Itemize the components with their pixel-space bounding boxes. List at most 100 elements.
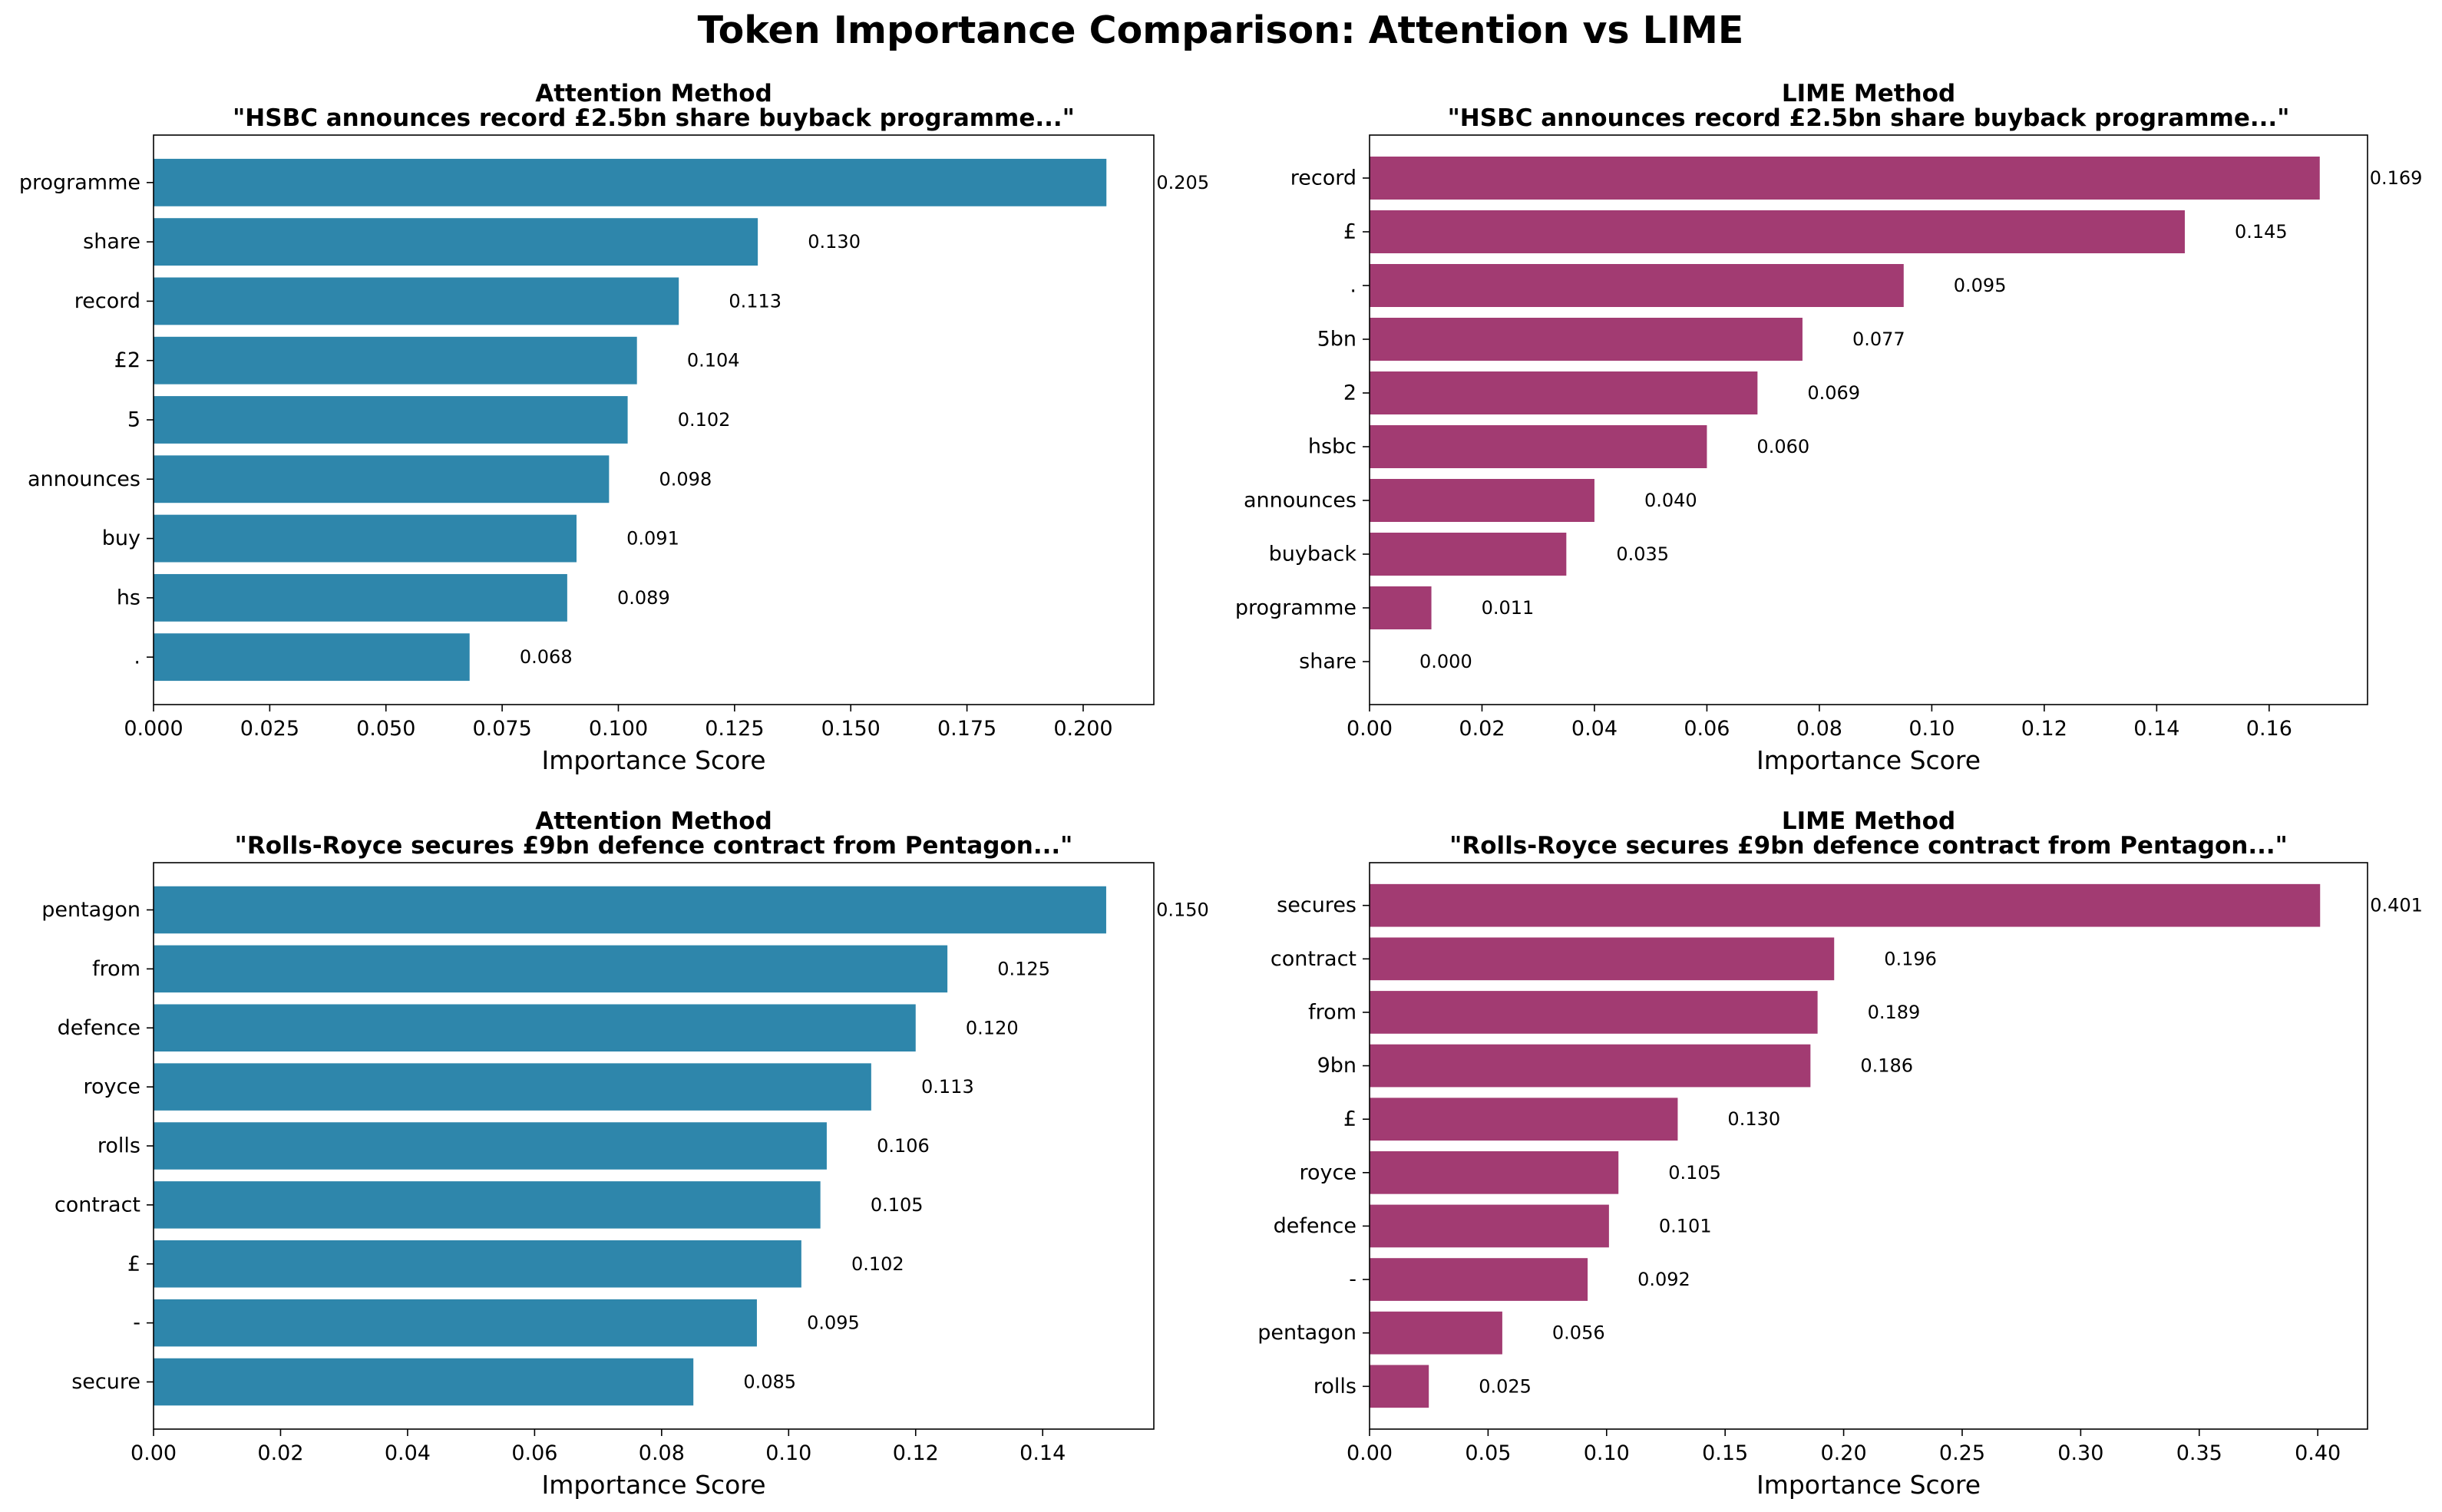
axes-frame (1369, 862, 2368, 1430)
x-tick-label: 0.00 (1347, 717, 1393, 741)
bar-value-label: 0.035 (1616, 543, 1669, 565)
y-tick-label: share (1299, 650, 1356, 674)
bar-value-label: 0.092 (1637, 1269, 1690, 1290)
x-tick-label: 0.02 (257, 1441, 303, 1465)
x-axis-label: Importance Score (1756, 1470, 1981, 1500)
bar (1370, 210, 2185, 253)
bar-value-label: 0.091 (626, 528, 679, 550)
y-tick-label: 2 (1343, 381, 1356, 405)
bar-value-label: 0.105 (1668, 1162, 1721, 1184)
y-tick-label: secure (71, 1370, 140, 1394)
x-tick-label: 0.04 (1571, 717, 1618, 741)
bar-value-label: 0.102 (851, 1253, 904, 1275)
bar (1370, 533, 1567, 576)
bar (1370, 1151, 1619, 1194)
subplot-title: LIME Method (1782, 807, 1955, 835)
bar (1370, 586, 1432, 629)
x-tick-label: 0.10 (1908, 717, 1955, 741)
bar-value-label: 0.098 (659, 468, 712, 490)
bar (154, 633, 470, 682)
x-tick-label: 0.150 (821, 717, 881, 741)
bar (154, 945, 948, 993)
bar-value-label: 0.169 (2370, 167, 2423, 189)
bar-value-label: 0.401 (2370, 895, 2423, 916)
subplot-title: Attention Method (535, 807, 772, 835)
bar (154, 1240, 801, 1288)
x-tick-label: 0.16 (2246, 717, 2292, 741)
bar-value-label: 0.113 (729, 290, 782, 312)
y-tick-label: contract (1271, 947, 1356, 971)
x-axis-label: Importance Score (541, 745, 765, 775)
bar-value-label: 0.196 (1884, 948, 1937, 969)
x-tick-label: 0.15 (1702, 1441, 1748, 1465)
x-tick-label: 0.125 (705, 717, 764, 741)
bar-value-label: 0.068 (520, 646, 573, 668)
bar (154, 1358, 694, 1406)
subplot-1: Attention Method"HSBC announces record £… (19, 80, 1209, 775)
bar-value-label: 0.205 (1156, 172, 1209, 193)
x-tick-label: 0.14 (1019, 1441, 1066, 1465)
x-tick-label: 0.12 (2021, 717, 2067, 741)
axes-frame (153, 134, 1155, 705)
bar-value-label: 0.113 (921, 1076, 974, 1098)
bar (154, 514, 577, 563)
bar-value-label: 0.150 (1156, 900, 1209, 921)
y-tick-label: rolls (97, 1134, 140, 1158)
bar (154, 455, 610, 503)
y-tick-label: £ (1343, 220, 1356, 244)
subplot-subtitle: "HSBC announces record £2.5bn share buyb… (1448, 104, 2290, 132)
x-tick-label: 0.40 (2295, 1441, 2341, 1465)
y-tick-label: announces (28, 467, 140, 491)
subplot-3: Attention Method"Rolls-Royce secures £9b… (41, 807, 1209, 1500)
y-tick-label: royce (84, 1075, 140, 1099)
bar (1370, 1258, 1588, 1301)
bar (154, 1063, 871, 1111)
bar-value-label: 0.000 (1419, 651, 1472, 672)
y-tick-label: share (83, 230, 140, 254)
bar-value-label: 0.105 (871, 1194, 924, 1216)
x-tick-label: 0.05 (1465, 1441, 1511, 1465)
y-tick-label: programme (19, 170, 140, 194)
x-tick-label: 0.06 (511, 1441, 557, 1465)
subplot-title: Attention Method (535, 80, 772, 107)
bar (1370, 157, 2320, 200)
x-tick-label: 0.075 (472, 717, 531, 741)
bar (1370, 1365, 1429, 1408)
bar-value-label: 0.130 (1727, 1108, 1780, 1130)
x-tick-label: 0.20 (1821, 1441, 1867, 1465)
x-tick-label: 0.100 (589, 717, 648, 741)
y-tick-label: hsbc (1308, 435, 1356, 459)
x-tick-label: 0.12 (893, 1441, 939, 1465)
y-tick-label: announces (1244, 489, 1356, 513)
bar (154, 277, 679, 325)
bar (1370, 1311, 1502, 1355)
bar-value-label: 0.011 (1482, 597, 1535, 619)
bar (1370, 479, 1594, 522)
subplot-subtitle: "HSBC announces record £2.5bn share buyb… (233, 104, 1075, 132)
y-tick-label: buyback (1269, 543, 1357, 566)
bar-value-label: 0.056 (1552, 1322, 1605, 1344)
bar-value-label: 0.120 (966, 1017, 1019, 1038)
bar-value-label: 0.125 (997, 958, 1050, 979)
x-tick-label: 0.10 (1584, 1441, 1630, 1465)
x-tick-label: 0.175 (937, 717, 996, 741)
bar (1370, 991, 1818, 1034)
y-tick-label: £ (127, 1252, 140, 1276)
bar (154, 396, 628, 444)
x-tick-label: 0.000 (124, 717, 183, 741)
x-axis-label: Importance Score (1756, 745, 1981, 775)
x-tick-label: 0.14 (2133, 717, 2179, 741)
bar-value-label: 0.095 (807, 1312, 860, 1334)
bar-value-label: 0.102 (678, 409, 731, 431)
x-tick-label: 0.04 (385, 1441, 431, 1465)
y-tick-label: pentagon (1257, 1321, 1356, 1345)
x-tick-label: 0.02 (1459, 717, 1505, 741)
x-tick-label: 0.35 (2176, 1441, 2222, 1465)
y-tick-label: 9bn (1317, 1054, 1356, 1078)
figure-title: Token Importance Comparison: Attention v… (698, 8, 1744, 52)
x-tick-label: 0.00 (131, 1441, 177, 1465)
y-tick-label: rolls (1314, 1375, 1356, 1398)
bar (1370, 318, 1803, 361)
y-tick-label: defence (1274, 1214, 1356, 1238)
x-axis-label: Importance Score (541, 1470, 765, 1500)
